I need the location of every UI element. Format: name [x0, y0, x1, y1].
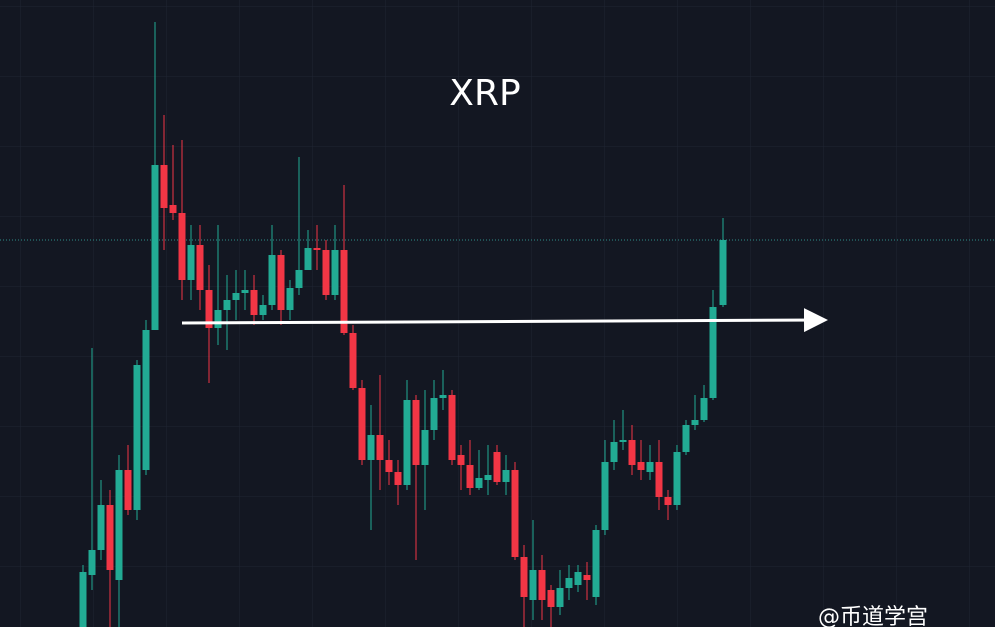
candle-body — [376, 435, 384, 460]
candle-body — [583, 575, 591, 580]
candle-body — [502, 470, 510, 482]
candle-body — [196, 245, 204, 290]
candle-body — [223, 300, 231, 310]
candle-body — [79, 572, 87, 627]
arrow — [181, 308, 828, 333]
candle-body — [304, 248, 312, 270]
candle-body — [160, 165, 168, 208]
candle-body — [313, 248, 321, 250]
candle-body — [529, 570, 537, 600]
candle-body — [493, 452, 501, 482]
candle-body — [169, 205, 177, 213]
candle-body — [151, 165, 159, 330]
candle-body — [187, 245, 195, 280]
candle-body — [592, 530, 600, 597]
candle-body — [655, 462, 663, 497]
candle-body — [142, 330, 150, 470]
candle-body — [673, 452, 681, 505]
candle-body — [214, 310, 222, 328]
candle-body — [178, 213, 186, 280]
candle-body — [340, 250, 348, 333]
candle-body — [457, 455, 465, 465]
candle-body — [448, 395, 456, 460]
chart-title: XRP — [449, 73, 520, 114]
candle-body — [394, 472, 402, 485]
candle-body — [466, 465, 474, 488]
candle-body — [619, 440, 627, 442]
candle-body — [511, 470, 519, 557]
candle-body — [538, 570, 546, 600]
candle-body — [421, 430, 429, 465]
candle-body — [691, 420, 699, 425]
candle-body — [358, 388, 366, 460]
candle-body — [682, 425, 690, 452]
candle-body — [331, 250, 339, 295]
candle-body — [430, 398, 438, 430]
candle-body — [106, 505, 114, 570]
candle-body — [286, 288, 294, 310]
candle-body — [367, 435, 375, 460]
candle-body — [277, 255, 285, 310]
candle-body — [133, 365, 141, 510]
candle-body — [565, 578, 573, 588]
candle-body — [484, 475, 492, 480]
candle-body — [520, 557, 528, 597]
candle-body — [610, 442, 618, 462]
candle-body — [97, 505, 105, 550]
candle-body — [646, 462, 654, 472]
candle-body — [709, 307, 717, 398]
candle-body — [403, 400, 411, 485]
candle-body — [412, 400, 420, 465]
candle-body — [115, 470, 123, 580]
candle-body — [637, 462, 645, 470]
candle-body — [601, 462, 609, 530]
candle-body — [349, 333, 357, 388]
candle-body — [574, 572, 582, 585]
candle-body — [556, 588, 564, 607]
candle-body — [719, 240, 727, 305]
candle-body — [268, 255, 276, 305]
candle-body — [241, 290, 249, 293]
candle-body — [295, 270, 303, 288]
candle-body — [475, 478, 483, 488]
candles — [79, 22, 727, 627]
candle-body — [88, 550, 96, 575]
candle-body — [124, 470, 132, 510]
candle-body — [628, 440, 636, 465]
candle-body — [250, 290, 258, 315]
candle-body — [385, 460, 393, 472]
candle-body — [700, 398, 708, 420]
candle-body — [205, 290, 213, 328]
candle-body — [322, 250, 330, 295]
candle-body — [439, 395, 447, 398]
candle-body — [232, 293, 240, 300]
candle-body — [664, 497, 672, 505]
candle-body — [547, 590, 555, 607]
watermark: @币道学宫 — [818, 605, 928, 627]
candle-body — [259, 305, 267, 315]
